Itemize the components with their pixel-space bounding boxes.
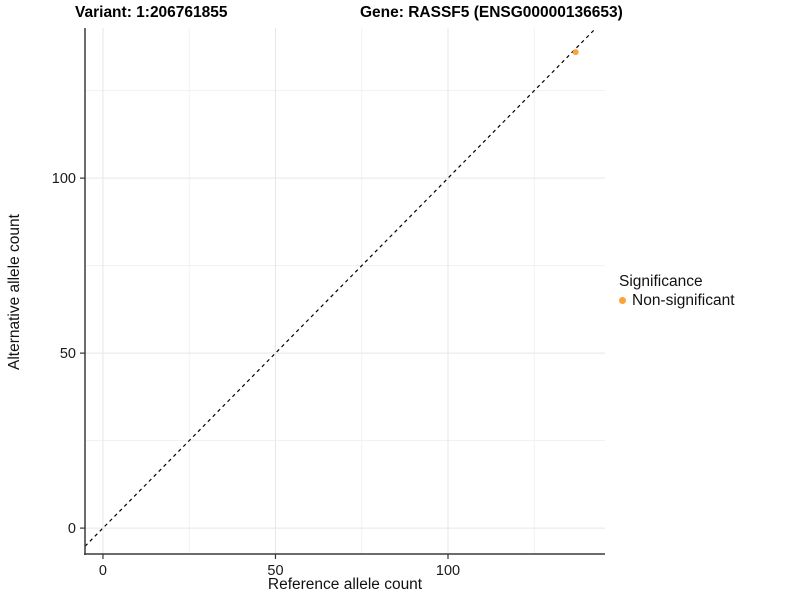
y-axis-tick-label: 100	[52, 171, 76, 187]
data-point	[572, 49, 579, 56]
y-axis-title: Alternative allele count	[6, 214, 23, 370]
x-axis-tick-label: 50	[267, 563, 283, 579]
non-significant-dot-icon	[619, 297, 626, 304]
x-axis-title: Reference allele count	[267, 576, 423, 593]
x-axis-tick-label: 100	[436, 563, 460, 579]
y-axis-tick-label: 50	[60, 346, 76, 362]
legend-item-non-significant: Non-significant	[619, 291, 735, 310]
x-axis-tick-label: 0	[99, 563, 107, 579]
legend: Significance Non-significant	[619, 272, 735, 310]
identity-reference-line	[84, 27, 597, 547]
y-axis-tick-label: 0	[68, 521, 76, 537]
legend-item-label: Non-significant	[632, 292, 735, 309]
variant-title: Variant: 1:206761855	[75, 4, 228, 21]
gene-title: Gene: RASSF5 (ENSG00000136653)	[360, 4, 623, 21]
legend-title: Significance	[619, 273, 703, 290]
